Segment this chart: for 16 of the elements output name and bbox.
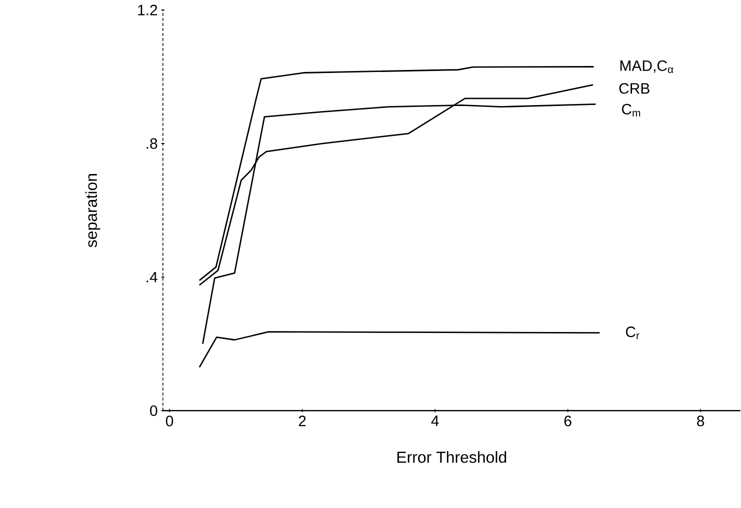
x-tick-label: 2 (298, 416, 306, 426)
x-tick-label: 6 (564, 416, 572, 426)
y-tick-label: .8 (146, 138, 158, 150)
y-tick-label: 0 (150, 406, 158, 416)
x-tick-label: 8 (697, 416, 704, 426)
y-tick-label: 1.2 (138, 4, 158, 16)
x-tick-label: 4 (431, 416, 439, 426)
y-axis-title: separation (85, 174, 100, 248)
series-label: C$_{r}$ (626, 326, 640, 340)
y-tick-label: .4 (146, 272, 158, 282)
series-label: C$_{m}$ (622, 104, 640, 117)
x-tick-label: 0 (166, 416, 174, 426)
x-axis-title: Error Threshold (397, 451, 506, 464)
series-label: MAD,C$_{α}$ (620, 60, 674, 74)
line-series (198, 331, 600, 368)
series-label: CRB (619, 83, 650, 94)
